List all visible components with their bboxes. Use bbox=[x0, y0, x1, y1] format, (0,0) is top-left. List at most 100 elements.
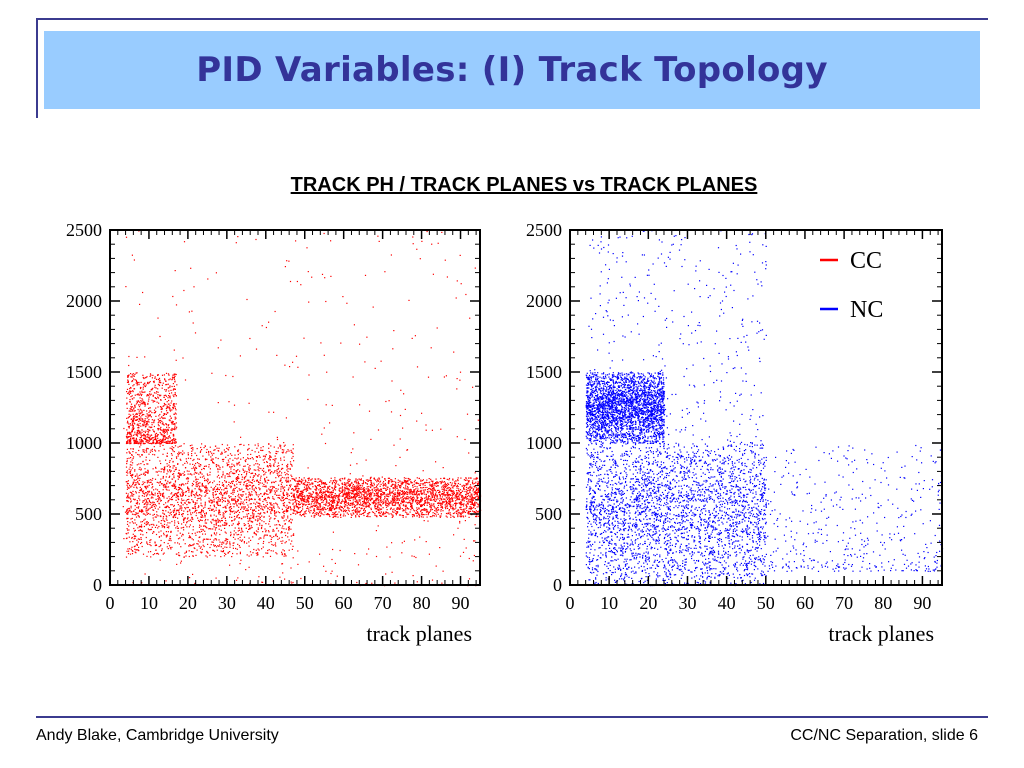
scatter-point bbox=[435, 495, 437, 497]
scatter-point bbox=[439, 481, 441, 483]
scatter-point bbox=[266, 476, 268, 478]
scatter-point bbox=[439, 502, 441, 504]
scatter-point bbox=[475, 481, 477, 483]
scatter-point bbox=[369, 511, 371, 514]
scatter-point bbox=[315, 493, 317, 495]
scatter-point bbox=[180, 488, 182, 490]
scatter-point bbox=[440, 510, 442, 512]
scatter-point bbox=[235, 477, 238, 479]
scatter-point bbox=[264, 512, 266, 514]
scatter-point bbox=[331, 513, 333, 516]
scatter-point bbox=[209, 528, 211, 530]
scatter-point bbox=[356, 492, 358, 494]
scatter-point bbox=[306, 486, 308, 488]
scatter-point bbox=[436, 495, 438, 498]
scatter-point bbox=[246, 479, 248, 481]
scatter-point bbox=[138, 515, 140, 517]
scatter-point bbox=[212, 549, 214, 552]
scatter-point bbox=[335, 504, 337, 506]
scatter-point bbox=[252, 478, 254, 480]
scatter-point bbox=[165, 506, 167, 509]
scatter-point bbox=[290, 474, 292, 476]
scatter-point bbox=[351, 493, 353, 495]
scatter-point bbox=[344, 483, 346, 485]
scatter-point bbox=[245, 475, 247, 478]
scatter-point bbox=[309, 494, 311, 496]
scatter-point bbox=[438, 502, 440, 504]
scatter-point bbox=[330, 492, 332, 494]
scatter-point bbox=[230, 470, 232, 473]
scatter-point bbox=[473, 511, 475, 513]
scatter-point bbox=[221, 452, 223, 454]
scatter-point bbox=[168, 489, 170, 491]
scatter-point bbox=[135, 549, 137, 551]
scatter-point bbox=[257, 543, 259, 545]
scatter-point bbox=[263, 492, 266, 494]
scatter-point bbox=[471, 495, 473, 497]
scatter-point bbox=[244, 465, 246, 467]
scatter-point bbox=[220, 546, 222, 548]
scatter-point bbox=[425, 513, 427, 516]
scatter-point bbox=[452, 504, 454, 506]
scatter-point bbox=[266, 490, 268, 492]
scatter-point bbox=[133, 481, 135, 483]
scatter-point bbox=[272, 464, 275, 466]
scatter-point bbox=[160, 539, 162, 542]
scatter-point bbox=[474, 501, 476, 503]
scatter-point bbox=[126, 452, 128, 454]
scatter-point bbox=[223, 489, 225, 491]
scatter-point bbox=[162, 476, 164, 478]
scatter-point bbox=[474, 508, 476, 510]
scatter-point bbox=[204, 486, 206, 489]
scatter-point bbox=[361, 483, 363, 485]
scatter-point bbox=[349, 502, 351, 504]
scatter-point bbox=[198, 526, 201, 528]
scatter-point bbox=[385, 489, 387, 491]
scatter-point bbox=[168, 496, 170, 498]
scatter-point bbox=[297, 490, 299, 492]
scatter-point bbox=[275, 515, 277, 517]
scatter-point bbox=[400, 483, 402, 485]
scatter-point bbox=[468, 513, 470, 515]
scatter-point bbox=[448, 477, 451, 480]
scatter-point bbox=[339, 514, 342, 517]
scatter-point bbox=[252, 513, 254, 515]
scatter-point bbox=[390, 507, 392, 509]
scatter-point bbox=[250, 527, 252, 529]
scatter-point bbox=[172, 510, 174, 512]
scatter-point bbox=[402, 501, 404, 503]
scatter-point bbox=[311, 506, 314, 508]
scatter-point bbox=[229, 453, 232, 455]
scatter-point bbox=[448, 510, 450, 512]
scatter-point bbox=[221, 489, 223, 491]
scatter-point bbox=[147, 486, 149, 488]
scatter-point bbox=[211, 454, 213, 456]
scatter-point bbox=[395, 502, 397, 504]
scatter-point bbox=[196, 483, 198, 485]
scatter-point bbox=[189, 445, 191, 447]
scatter-point bbox=[429, 510, 431, 512]
scatter-point bbox=[140, 473, 142, 475]
scatter-point bbox=[455, 480, 457, 482]
scatter-point bbox=[439, 491, 441, 493]
scatter-point bbox=[200, 512, 202, 514]
scatter-point bbox=[163, 497, 165, 499]
scatter-point bbox=[432, 490, 434, 492]
scatter-point bbox=[224, 505, 226, 507]
scatter-point bbox=[221, 458, 224, 461]
scatter-point bbox=[219, 511, 221, 513]
scatter-point bbox=[193, 467, 195, 469]
scatter-point bbox=[146, 510, 148, 512]
scatter-point bbox=[274, 512, 276, 515]
scatter-point bbox=[260, 467, 262, 470]
scatter-point bbox=[396, 497, 398, 499]
scatter-point bbox=[376, 494, 378, 496]
scatter-point bbox=[237, 499, 239, 501]
scatter-point bbox=[269, 463, 271, 465]
scatter-point bbox=[385, 503, 387, 505]
scatter-point bbox=[393, 487, 395, 489]
scatter-point bbox=[162, 444, 164, 446]
scatter-point bbox=[469, 496, 471, 498]
scatter-point bbox=[430, 480, 432, 482]
scatter-point bbox=[217, 457, 219, 460]
